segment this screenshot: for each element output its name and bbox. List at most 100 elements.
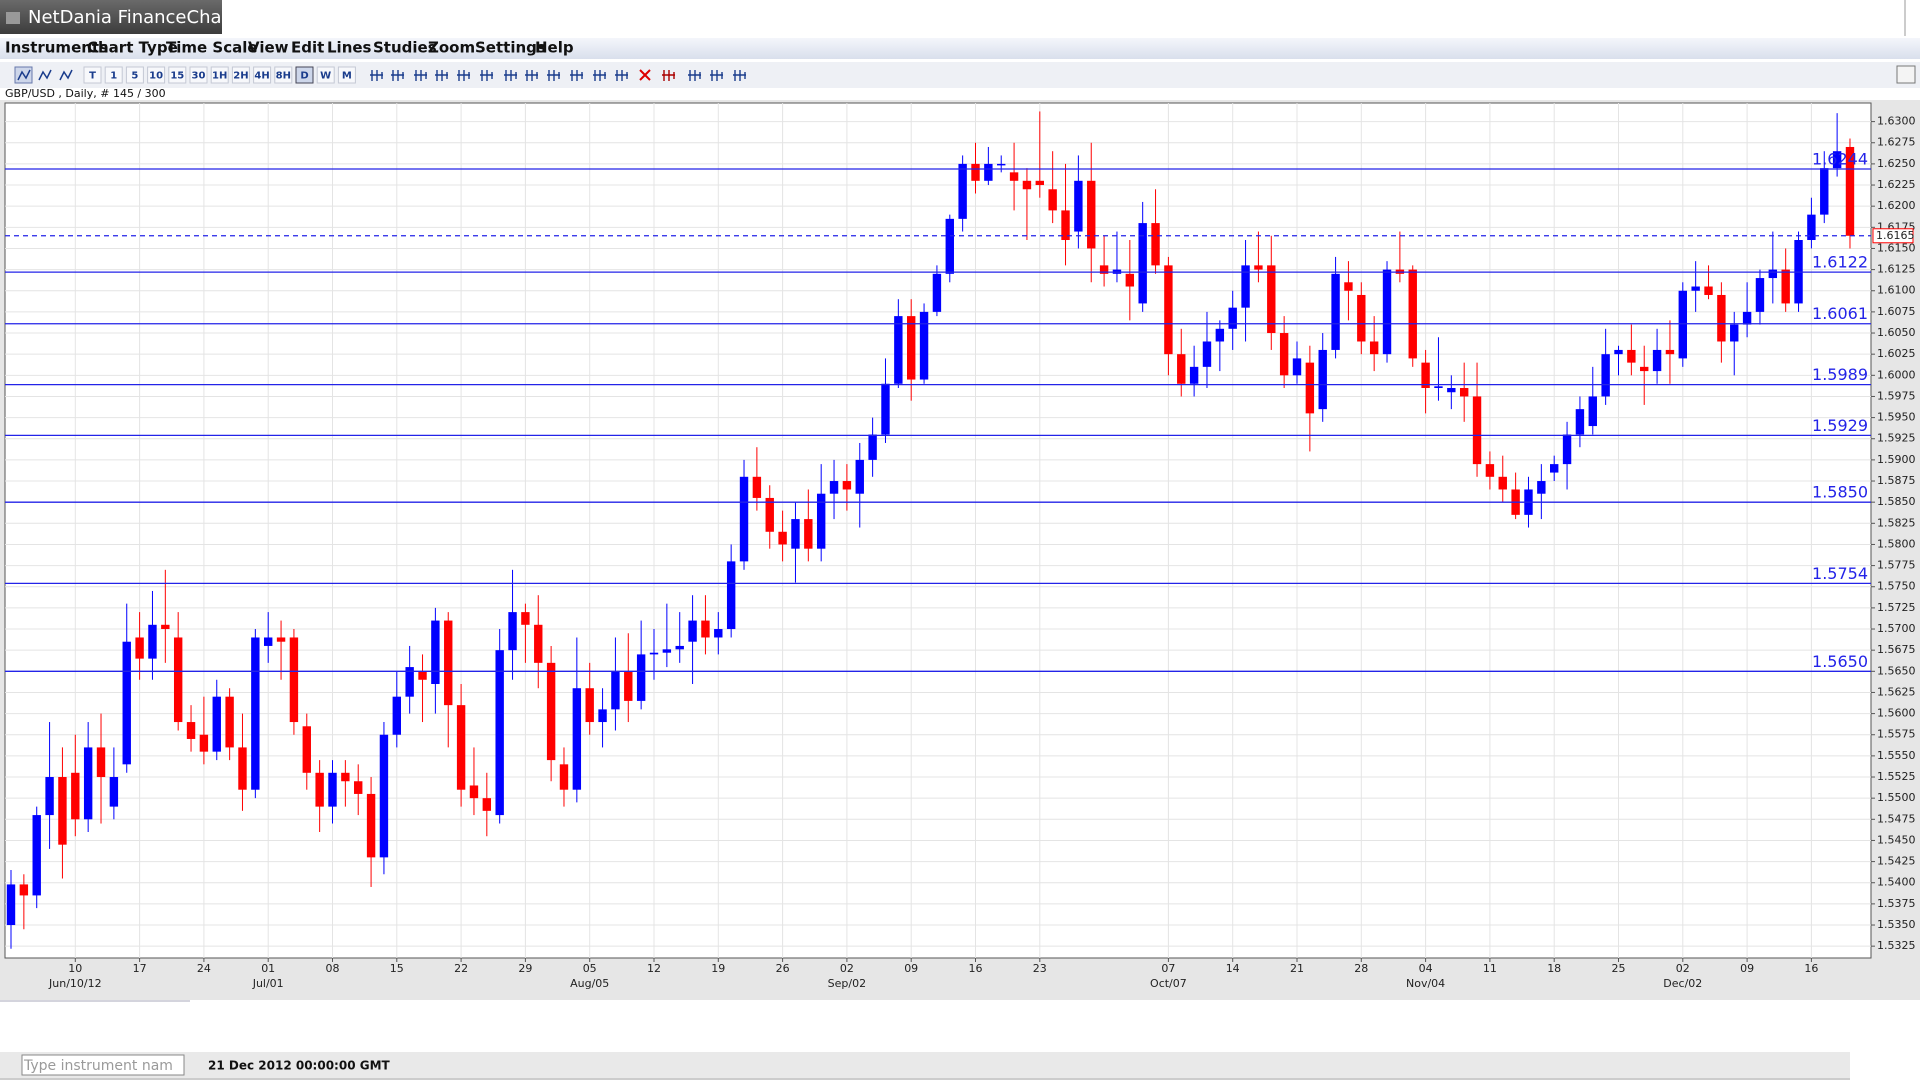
panel-toggle[interactable] xyxy=(1896,65,1916,84)
instrument-input[interactable] xyxy=(21,1054,185,1076)
candle-body xyxy=(1768,269,1778,279)
candle-body xyxy=(598,709,607,723)
candle-body xyxy=(868,434,877,460)
candle-body xyxy=(418,671,427,680)
timescale-button-label[interactable]: 4H xyxy=(254,71,269,82)
candle-body xyxy=(1357,294,1366,342)
candle-body xyxy=(726,561,736,630)
y-tick-label: 1.6300 xyxy=(1877,115,1916,128)
candle-body xyxy=(482,798,492,811)
timescale-button-label[interactable]: 1 xyxy=(110,71,117,82)
menu-item[interactable]: Chart Type xyxy=(87,39,178,57)
x-major-label: Oct/07 xyxy=(1150,977,1187,990)
x-tick-label: 11 xyxy=(1483,962,1497,975)
spacer xyxy=(0,1000,1920,1052)
y-tick-label: 1.5675 xyxy=(1877,643,1916,656)
candle-body xyxy=(1627,349,1636,363)
timescale-button-label[interactable]: 2H xyxy=(233,71,248,82)
x-tick-label: 18 xyxy=(1547,962,1561,975)
timescale-button-label[interactable]: D xyxy=(300,71,308,82)
timescale-button[interactable] xyxy=(189,66,208,84)
candle-body xyxy=(1652,349,1662,372)
candle-body xyxy=(675,645,684,650)
candle-body xyxy=(109,777,119,807)
menu-item[interactable]: Lines xyxy=(327,39,372,57)
y-tick-label: 1.5900 xyxy=(1877,453,1916,466)
candle-body xyxy=(791,519,800,549)
candle-body xyxy=(1074,180,1083,232)
tool-glyph xyxy=(59,69,73,81)
candle-body xyxy=(1781,269,1790,304)
level-label: 1.6244 xyxy=(1812,149,1868,168)
menu-item[interactable]: Time Scale xyxy=(166,39,258,57)
timescale-button[interactable] xyxy=(210,66,229,84)
y-tick-label: 1.5525 xyxy=(1877,770,1916,783)
menu-item[interactable]: Studies xyxy=(373,39,437,57)
timescale-button[interactable] xyxy=(168,66,187,84)
timescale-button[interactable] xyxy=(295,66,314,84)
timescale-button-label[interactable]: 15 xyxy=(170,71,184,82)
menu-item[interactable]: Help xyxy=(535,39,574,57)
timescale-button-label[interactable]: 10 xyxy=(149,71,163,82)
candle-body xyxy=(32,815,41,896)
candle-body xyxy=(1498,476,1507,490)
y-tick-label: 1.5425 xyxy=(1877,855,1916,868)
x-tick-label: 01 xyxy=(261,962,275,975)
candle-body xyxy=(1807,214,1816,241)
candle-body xyxy=(1472,396,1482,465)
timescale-button[interactable] xyxy=(83,66,102,84)
timescale-button[interactable] xyxy=(253,66,272,84)
menu-item[interactable]: Settings xyxy=(475,39,546,57)
candle-body xyxy=(559,764,569,790)
candle-body xyxy=(1755,278,1765,312)
timescale-button[interactable] xyxy=(104,66,123,84)
tool-glyph xyxy=(688,70,701,81)
menu-item[interactable]: Edit xyxy=(291,39,324,57)
candle-body xyxy=(45,777,54,816)
y-tick-label: 1.6150 xyxy=(1877,241,1916,254)
tool-glyph xyxy=(710,70,723,81)
candle-body xyxy=(289,637,299,723)
menu-item[interactable]: Instruments xyxy=(5,39,108,57)
timescale-button-label[interactable]: 5 xyxy=(131,71,138,82)
y-tick-label: 1.5775 xyxy=(1877,559,1916,572)
timescale-button[interactable] xyxy=(125,66,144,84)
timescale-button-label[interactable]: T xyxy=(89,71,96,82)
candle-body xyxy=(894,316,903,384)
tool-glyph xyxy=(615,70,628,81)
instrument-input-placeholder[interactable]: Type instrument nam xyxy=(23,1058,173,1074)
y-tick-label: 1.5700 xyxy=(1877,622,1916,635)
y-tick-label: 1.6200 xyxy=(1877,199,1916,212)
menu-item[interactable]: Zoom xyxy=(428,39,475,57)
x-tick-label: 24 xyxy=(197,962,211,975)
timescale-button-label[interactable]: 1H xyxy=(212,71,227,82)
candle-body xyxy=(83,747,93,820)
menu-item[interactable]: View xyxy=(248,39,289,57)
tool-glyph xyxy=(547,70,560,81)
y-tick-label: 1.5650 xyxy=(1877,664,1916,677)
timescale-button[interactable] xyxy=(231,66,250,84)
timescale-button-label[interactable]: W xyxy=(320,71,331,82)
timescale-button-label[interactable]: M xyxy=(342,71,352,82)
y-tick-label: 1.5750 xyxy=(1877,580,1916,593)
title-tab xyxy=(0,0,222,34)
candle-body xyxy=(71,772,80,820)
candle-body xyxy=(1550,464,1559,473)
candle-body xyxy=(1408,269,1417,359)
candle-body xyxy=(1151,223,1160,266)
timescale-button[interactable] xyxy=(337,66,356,84)
tool-glyph xyxy=(38,69,52,81)
candle-body xyxy=(778,531,787,545)
timescale-button[interactable] xyxy=(316,66,335,84)
x-major-label: Aug/05 xyxy=(570,977,609,990)
window-title: NetDania FinanceChart xyxy=(28,7,236,28)
candle-body xyxy=(611,671,620,710)
tool-glyph xyxy=(370,70,383,81)
timescale-button-label[interactable]: 30 xyxy=(192,71,206,82)
tool-glyph xyxy=(17,69,31,81)
timescale-button[interactable] xyxy=(147,66,166,84)
timescale-button[interactable] xyxy=(274,66,293,84)
x-tick-label: 12 xyxy=(647,962,661,975)
timescale-button-label[interactable]: 8H xyxy=(276,71,291,82)
candle-body xyxy=(354,781,363,794)
